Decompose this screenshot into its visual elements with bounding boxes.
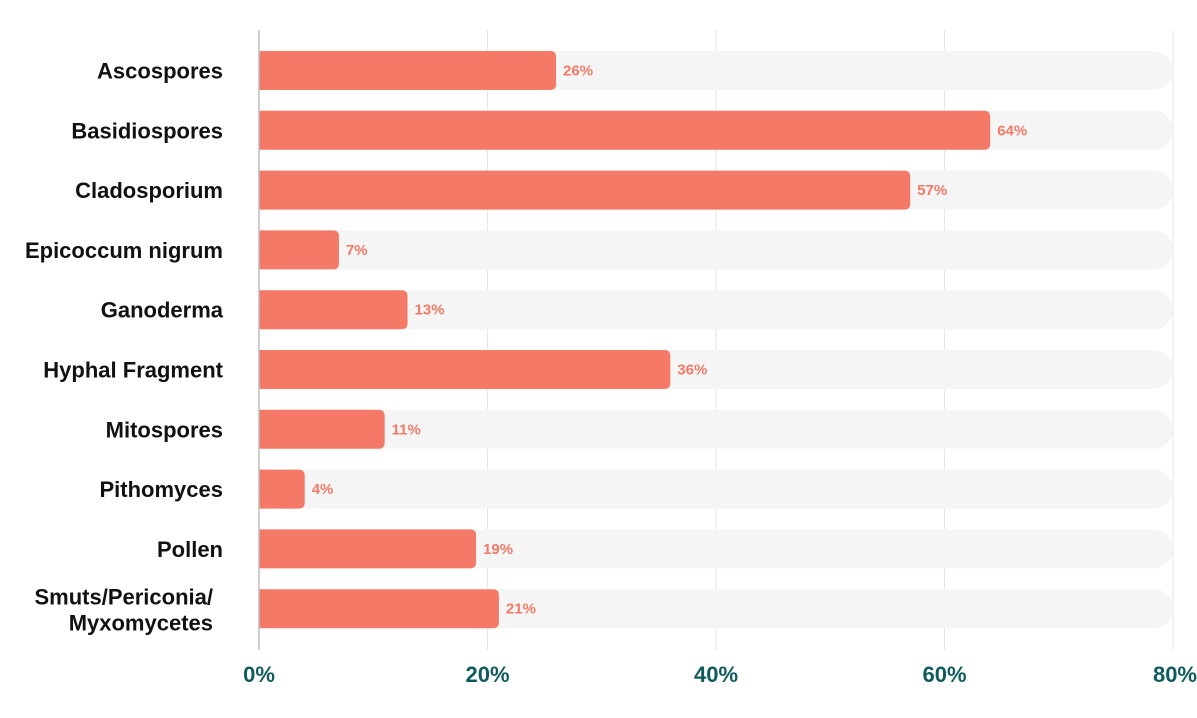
bar: [259, 350, 671, 389]
data-label: 19%: [483, 541, 513, 558]
data-label: 64%: [997, 122, 1027, 139]
bar-fill: [259, 589, 499, 629]
x-tick-label: 40%: [694, 662, 738, 687]
bar: [259, 409, 385, 449]
bar-fill: [259, 350, 671, 389]
bar-fill: [259, 529, 477, 569]
bar: [259, 290, 408, 330]
data-label: 11%: [392, 421, 421, 438]
bar: [259, 529, 477, 569]
x-tick-labels: 0% 20% 40% 60% 80%: [243, 662, 1197, 687]
category-label-line: Smuts/Periconia/: [34, 585, 213, 610]
x-tick-label: 0%: [243, 662, 275, 687]
data-label: 13%: [415, 302, 445, 319]
category-label: Epicoccum nigrum: [25, 238, 223, 263]
category-label: Ganoderma: [101, 298, 224, 323]
bar-track: [259, 529, 1173, 569]
bar: [259, 170, 911, 210]
data-label: 26%: [563, 63, 593, 80]
bar: [259, 110, 991, 150]
category-label: Cladosporium: [75, 178, 223, 203]
category-label: Smuts/Periconia/Myxomycetes: [34, 585, 213, 636]
category-label: Pithomyces: [100, 477, 224, 502]
category-label-line: Myxomycetes: [69, 611, 213, 636]
bar: [259, 230, 339, 270]
category-label: Mitospores: [106, 417, 223, 442]
category-label: Hyphal Fragment: [43, 358, 223, 383]
bar-track: [259, 469, 1173, 509]
data-label: 7%: [346, 242, 368, 259]
x-tick-label: 80%: [1153, 662, 1197, 687]
bar-track: [259, 230, 1173, 270]
data-label: 57%: [917, 182, 947, 199]
bar-fill: [259, 469, 305, 509]
bar: [259, 469, 305, 509]
bar-track: [259, 409, 1173, 449]
bar-fill: [259, 110, 991, 150]
data-label: 4%: [312, 481, 334, 498]
bar-fill: [259, 170, 911, 210]
bar: [259, 589, 499, 629]
data-label: 36%: [677, 362, 707, 379]
x-tick-label: 60%: [922, 662, 966, 687]
bar-track: [259, 290, 1173, 330]
data-label: 21%: [506, 601, 536, 618]
bar-fill: [259, 290, 408, 330]
category-labels: Ascospores Basidiospores Cladosporium Epico…: [25, 59, 224, 636]
category-label: Basidiospores: [71, 118, 223, 143]
x-tick-label: 20%: [465, 662, 509, 687]
bar-fill: [259, 409, 385, 449]
category-label: Pollen: [157, 537, 223, 562]
data-labels: 26% 64% 57% 7% 13% 36% 11% 4% 19% 21%: [312, 63, 1028, 618]
bar-fill: [259, 230, 339, 270]
category-label: Ascospores: [97, 59, 223, 84]
bars: [259, 51, 991, 629]
bar-fill: [259, 51, 557, 90]
bar: [259, 51, 557, 90]
